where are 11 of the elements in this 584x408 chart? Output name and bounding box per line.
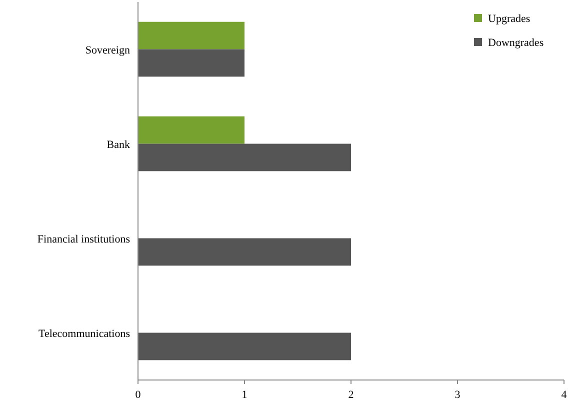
legend-label: Upgrades bbox=[488, 13, 530, 25]
x-tick-label: 4 bbox=[561, 389, 568, 401]
x-tick-label: 0 bbox=[135, 389, 142, 401]
x-tick-label: 1 bbox=[242, 389, 248, 401]
legend-label: Downgrades bbox=[488, 37, 544, 49]
x-tick-label: 2 bbox=[348, 389, 354, 401]
x-tick-label: 3 bbox=[454, 389, 461, 401]
y-tick-label: Telecommunications bbox=[38, 328, 130, 340]
y-tick-label: Financial institutions bbox=[37, 233, 130, 246]
y-tick-label: Sovereign bbox=[85, 44, 130, 56]
y-tick-label: Bank bbox=[106, 138, 130, 151]
